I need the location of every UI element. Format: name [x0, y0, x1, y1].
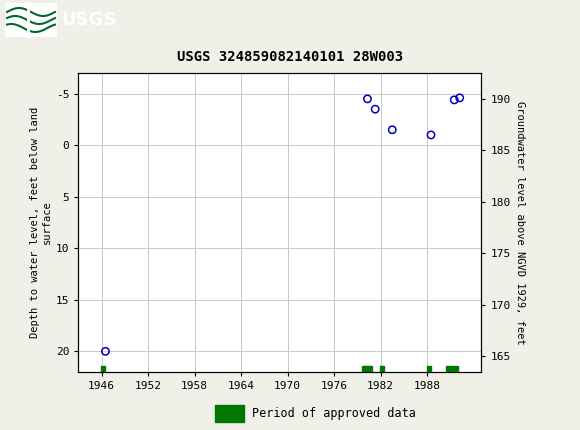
Bar [362, 366, 372, 372]
Bar [427, 366, 430, 372]
Point [387, 126, 397, 133]
Point [363, 95, 372, 102]
Point [426, 132, 436, 138]
Bar [380, 366, 384, 372]
Point [371, 106, 380, 113]
Point [450, 96, 459, 103]
Point [455, 95, 465, 101]
Text: Period of approved data: Period of approved data [252, 407, 416, 420]
Text: USGS 324859082140101 28W003: USGS 324859082140101 28W003 [177, 49, 403, 64]
Bar [5, 3, 57, 37]
Y-axis label: Groundwater level above NGVD 1929, feet: Groundwater level above NGVD 1929, feet [515, 101, 525, 344]
Bar [101, 366, 106, 372]
Bar [446, 366, 458, 372]
Y-axis label: Depth to water level, feet below land
surface: Depth to water level, feet below land su… [30, 107, 52, 338]
Text: USGS: USGS [61, 11, 117, 29]
Point [101, 348, 110, 355]
